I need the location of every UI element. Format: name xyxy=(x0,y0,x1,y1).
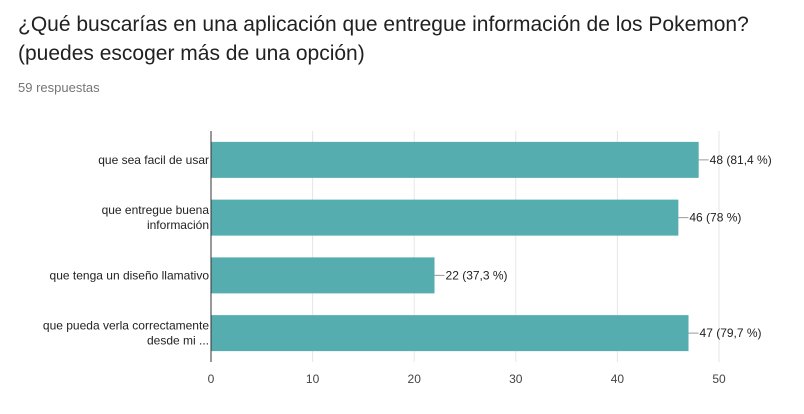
bar xyxy=(211,199,679,236)
category-label-line: que sea facil de usar xyxy=(98,153,209,167)
data-label: 46 (78 %) xyxy=(689,211,741,225)
data-label: 47 (79,7 %) xyxy=(700,326,762,340)
x-tick-label: 50 xyxy=(712,372,726,386)
category-label: que tenga un diseño llamativo xyxy=(50,268,210,282)
bar xyxy=(211,257,435,294)
category-label-line: que tenga un diseño llamativo xyxy=(50,268,210,282)
data-label: 48 (81,4 %) xyxy=(710,153,772,167)
response-count: 59 respuestas xyxy=(18,80,100,95)
x-tick-label: 30 xyxy=(509,372,523,386)
category-label-line: información xyxy=(147,218,209,232)
bar xyxy=(211,141,699,178)
category-label: que entregue buena información xyxy=(102,203,210,232)
bar xyxy=(211,315,689,352)
data-label: 22 (37,3 %) xyxy=(446,268,508,282)
x-tick-label: 20 xyxy=(408,372,422,386)
category-label-line: que pueda verla correctamente xyxy=(43,319,209,333)
category-label-line: desde mi ... xyxy=(147,334,209,348)
x-tick-label: 10 xyxy=(306,372,320,386)
category-label-line: que entregue buena xyxy=(102,203,210,217)
x-tick-label: 40 xyxy=(611,372,625,386)
category-label: que sea facil de usar xyxy=(98,153,209,167)
question-title: ¿Qué buscarías en una aplicación que ent… xyxy=(18,13,749,65)
x-tick-label: 0 xyxy=(208,372,215,386)
category-label: que pueda verla correctamente desde mi ..… xyxy=(43,319,209,348)
